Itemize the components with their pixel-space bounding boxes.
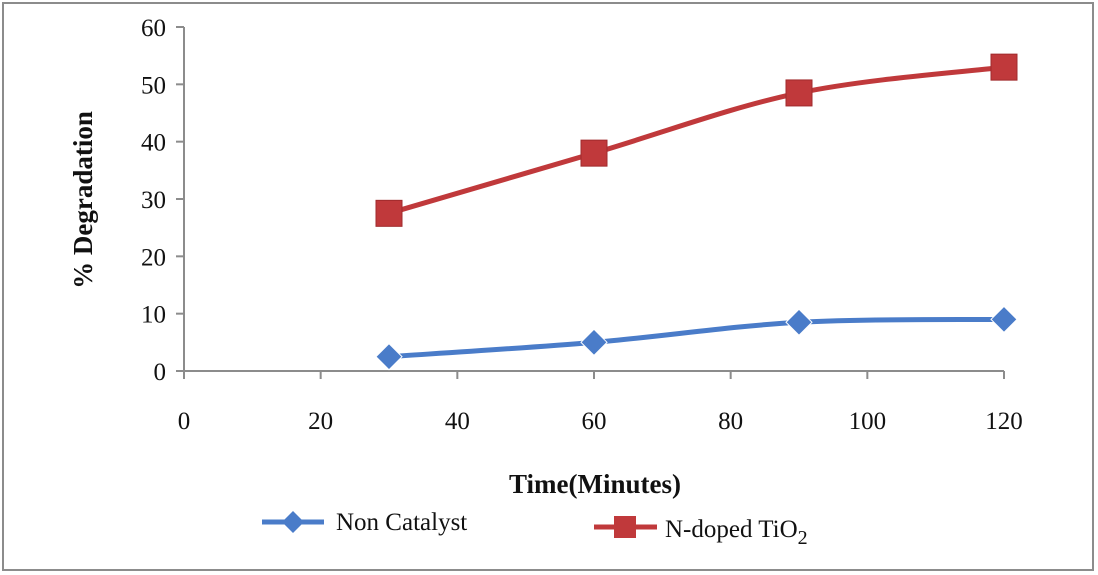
data-point-non-catalyst (785, 308, 813, 336)
data-point-n-doped-tio2 (990, 53, 1018, 81)
y-axis-title: % Degradation (68, 111, 98, 289)
x-tick-label: 40 (445, 408, 470, 435)
series-line-n-doped-tio2 (386, 64, 1007, 216)
x-tick-label: 80 (718, 408, 743, 435)
x-axis-title: Time(Minutes) (509, 469, 681, 499)
y-tick-label: 0 (154, 359, 167, 386)
legend-item-non-catalyst: Non Catalyst (262, 509, 467, 536)
legend-label-n-doped-tio2-subscript: 2 (798, 527, 808, 549)
series-layer (375, 53, 1018, 371)
y-tick-label: 60 (141, 15, 166, 42)
legend: Non Catalyst N-doped TiO2 (262, 509, 808, 549)
y-ticks: 0 10 20 30 40 50 60 (141, 15, 184, 386)
x-ticks: 0 20 40 60 80 100 120 (178, 371, 1023, 435)
y-tick-label: 10 (141, 302, 166, 329)
data-point-n-doped-tio2 (580, 139, 608, 167)
data-point-non-catalyst (375, 342, 403, 371)
legend-label-n-doped-tio2: N-doped TiO2 (665, 516, 808, 549)
legend-marker-n-doped-tio2 (614, 516, 636, 538)
data-point-n-doped-tio2 (785, 79, 813, 107)
x-tick-label: 60 (582, 408, 607, 435)
legend-marker-non-catalyst (282, 511, 304, 533)
x-tick-label: 0 (178, 408, 191, 435)
series-line-non-catalyst (386, 316, 1007, 360)
y-tick-label: 30 (141, 187, 166, 214)
y-tick-label: 50 (141, 72, 166, 99)
legend-item-n-doped-tio2: N-doped TiO2 (594, 516, 808, 549)
y-tick-label: 40 (141, 130, 166, 157)
x-tick-label: 100 (849, 408, 887, 435)
data-point-n-doped-tio2 (375, 199, 403, 227)
y-tick-label: 20 (141, 244, 166, 271)
data-point-non-catalyst (580, 328, 608, 357)
legend-label-n-doped-tio2-main: N-doped TiO (665, 516, 798, 543)
x-tick-label: 120 (985, 408, 1023, 435)
data-point-non-catalyst (990, 305, 1018, 334)
x-tick-label: 20 (308, 408, 333, 435)
legend-label-non-catalyst: Non Catalyst (336, 509, 467, 536)
